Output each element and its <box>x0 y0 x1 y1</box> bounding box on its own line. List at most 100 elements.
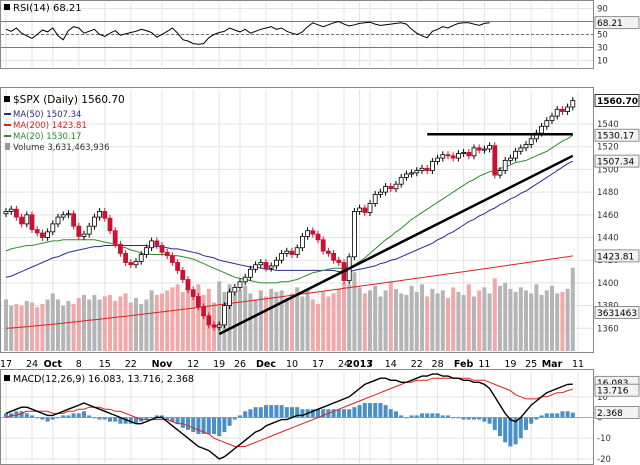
candle-body <box>123 253 128 263</box>
macd-histogram-bar <box>45 417 50 422</box>
volume-bar <box>482 287 487 351</box>
candle-body <box>201 306 207 317</box>
volume-bar <box>238 290 242 351</box>
candle-body <box>50 223 56 233</box>
candle-body <box>429 161 435 171</box>
volume-bar <box>565 288 570 351</box>
macd-histogram-bar <box>269 405 274 418</box>
macd-histogram-bar <box>316 409 320 418</box>
candle-body <box>414 170 420 174</box>
macd-histogram-bar <box>570 412 575 418</box>
macd-histogram-bar <box>383 405 388 418</box>
macd-histogram-bar <box>206 417 211 435</box>
volume-bar <box>97 299 102 351</box>
volume-bar <box>513 291 518 351</box>
volume-bar <box>92 294 97 351</box>
volume-bar <box>40 304 45 351</box>
candle-body <box>232 287 238 293</box>
legend-ma50: MA(50) 1507.34 <box>13 110 81 120</box>
volume-bar <box>529 293 534 351</box>
candle-body <box>383 186 389 193</box>
candle-body <box>24 214 30 225</box>
macd-histogram-bar <box>279 405 284 418</box>
macd-histogram-bar <box>160 415 164 418</box>
candle-body <box>377 191 383 195</box>
macd-histogram-bar <box>61 415 66 418</box>
macd-histogram-bar <box>435 413 440 418</box>
macd-histogram-bar <box>97 417 102 420</box>
candle-body <box>294 247 300 255</box>
candle-body <box>107 217 113 232</box>
volume-bar <box>113 301 118 351</box>
rsi-legend-text: RSI(14) 68.21 <box>13 3 82 14</box>
rsi-line <box>5 20 490 45</box>
volume-bar <box>144 299 149 351</box>
x-axis-label: 7 <box>367 359 373 370</box>
price-title-swatch <box>4 96 10 102</box>
price-value-label-box <box>594 128 640 142</box>
macd-histogram-bar <box>565 411 570 418</box>
candle-body <box>393 183 399 190</box>
candle-body <box>372 193 378 204</box>
rsi-value-label: 68.21 <box>597 19 623 29</box>
price-tick-label: 1440 <box>597 234 619 244</box>
candle-body <box>403 173 409 178</box>
volume-bar <box>30 302 34 351</box>
x-axis-label: Oct <box>44 359 63 370</box>
candle-body <box>159 245 165 253</box>
candle-body <box>118 243 123 254</box>
x-axis-label: 8 <box>76 359 82 370</box>
macd-histogram-bar <box>430 413 435 418</box>
price-value-label: 3631463 <box>597 309 637 319</box>
candle-body <box>471 147 477 157</box>
x-axis-label: Feb <box>454 359 474 370</box>
macd-histogram-bar <box>446 415 450 418</box>
macd-histogram-bar <box>456 417 461 419</box>
macd-histogram-bar <box>544 413 549 418</box>
volume-bar <box>243 285 248 351</box>
volume-bar <box>170 287 175 351</box>
macd-histogram-bar <box>487 417 492 424</box>
x-axis-label: 10 <box>286 359 298 370</box>
volume-bar <box>446 297 450 351</box>
macd-histogram-bar <box>378 403 383 418</box>
candle-body <box>34 229 40 234</box>
candle-body <box>138 254 144 262</box>
volume-bar <box>50 293 55 351</box>
volume-bar <box>290 293 294 351</box>
price-value-label-box <box>594 249 640 263</box>
macd-histogram-bar <box>201 417 206 435</box>
x-axis-label: 28 <box>432 359 444 370</box>
macd-value-label-box <box>594 406 640 419</box>
macd-histogram-bar <box>560 411 565 418</box>
volume-bar <box>326 296 331 351</box>
candle-body <box>112 230 118 245</box>
candle-body <box>164 251 170 257</box>
candle-body <box>502 159 508 171</box>
candle-body <box>310 230 316 235</box>
candle-body <box>554 108 560 117</box>
macd-histogram-bar <box>477 417 482 420</box>
rsi-tick-label: 90 <box>597 5 608 15</box>
candle-body <box>211 324 217 328</box>
macd-histogram-bar <box>555 413 560 418</box>
macd-histogram-bar <box>414 415 419 418</box>
macd-histogram-bar <box>440 415 445 418</box>
volume-bar <box>295 287 300 351</box>
macd-histogram-bar <box>503 417 508 443</box>
volume-bar <box>82 294 86 351</box>
macd-legend: MACD(12,26,9) 16.083, 13.716, 2.368 <box>4 374 194 385</box>
legend-volume: Volume 3,631,463,936 <box>13 143 110 153</box>
macd-histogram-bar <box>87 415 92 418</box>
volume-bar <box>154 294 159 351</box>
candle-body <box>242 276 248 283</box>
x-axis-label: 25 <box>525 359 537 370</box>
candle-body <box>40 232 45 238</box>
macd-histogram-bar <box>102 417 107 420</box>
candle-body <box>92 216 97 227</box>
volume-bar <box>342 282 346 351</box>
volume-bar <box>186 288 190 351</box>
volume-bar <box>66 301 71 351</box>
volume-bar <box>196 284 201 351</box>
macd-histogram-bar <box>92 417 97 419</box>
